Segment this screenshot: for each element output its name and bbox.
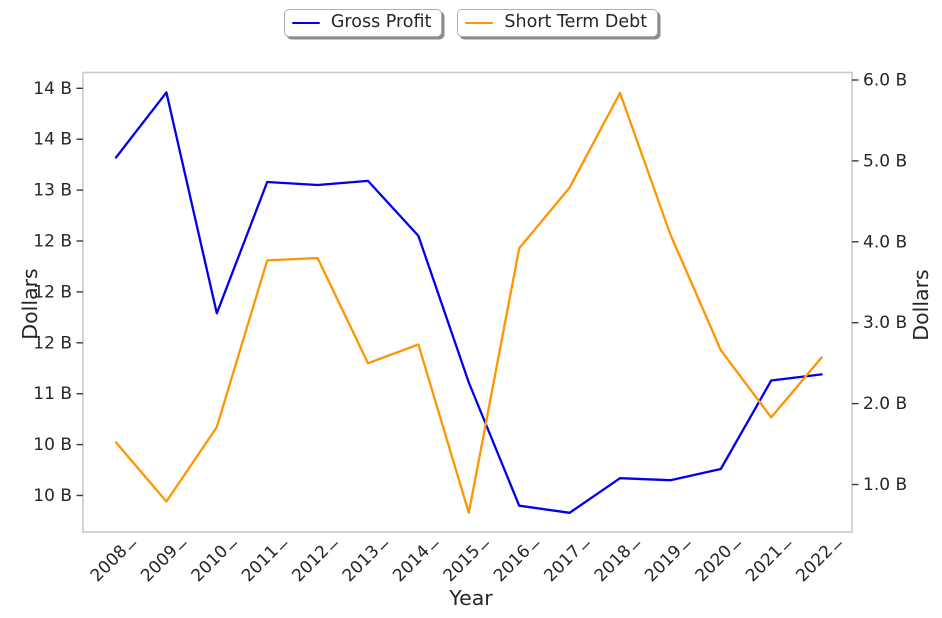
legend: Gross Profit Short Term Debt <box>0 9 942 37</box>
legend-label-gross-profit: Gross Profit <box>330 12 432 33</box>
x-tick-mark <box>430 542 439 550</box>
x-tick-mark <box>380 542 389 550</box>
x-tick-mark <box>582 542 591 550</box>
left-y-tick-label: 12 B <box>33 333 72 353</box>
x-tick-mark <box>834 542 843 550</box>
legend-label-short-term-debt: Short Term Debt <box>504 12 648 33</box>
x-tick-mark <box>531 542 540 550</box>
left-y-tick-label: 13 B <box>33 181 72 201</box>
x-tick-label: 2015 <box>440 541 485 586</box>
x-tick-mark <box>481 542 490 550</box>
x-tick-label: 2019 <box>641 541 686 586</box>
x-tick-label: 2018 <box>591 541 636 586</box>
gross-profit-line <box>114 91 823 514</box>
x-tick-label: 2013 <box>339 541 384 586</box>
x-tick-label: 2017 <box>540 541 585 586</box>
left-y-tick-label: 12 B <box>33 232 72 252</box>
x-tick-label: 2022 <box>792 541 837 586</box>
x-tick-label: 2021 <box>742 541 787 586</box>
plot-frame <box>82 71 853 533</box>
x-tick-label: 2012 <box>288 541 333 586</box>
x-tick-mark <box>330 542 339 550</box>
x-tick-mark <box>632 542 641 550</box>
x-tick-label: 2011 <box>238 541 283 586</box>
x-tick-label: 2020 <box>692 541 737 586</box>
left-y-tick-label: 11 B <box>33 384 72 404</box>
x-tick-mark <box>733 542 742 550</box>
x-tick-mark <box>128 542 137 550</box>
left-y-tick-label: 10 B <box>33 435 72 455</box>
x-tick-label: 2016 <box>490 541 535 586</box>
x-tick-mark <box>682 542 691 550</box>
x-tick-label: 2008 <box>87 541 132 586</box>
x-tick-label: 2009 <box>137 541 182 586</box>
left-y-tick-label: 12 B <box>33 282 72 302</box>
right-y-tick-label: 6.0 B <box>863 71 907 91</box>
left-y-tick-label: 14 B <box>33 79 72 99</box>
short-term-debt-line <box>114 91 823 514</box>
x-tick-mark <box>229 542 238 550</box>
right-y-tick-label: 3.0 B <box>863 313 907 333</box>
gross-profit-line-swatch <box>291 21 320 25</box>
x-tick-mark <box>178 542 187 550</box>
x-axis-title: Year <box>449 586 493 610</box>
right-y-tick-label: 1.0 B <box>863 475 907 495</box>
left-y-tick-label: 14 B <box>33 130 72 150</box>
short-term-debt-line-swatch <box>465 21 494 25</box>
x-tick-mark <box>783 542 792 550</box>
right-y-tick-label: 5.0 B <box>863 151 907 171</box>
legend-item-short-term-debt: Short Term Debt <box>457 9 659 37</box>
x-tick-label: 2010 <box>188 541 233 586</box>
legend-item-gross-profit: Gross Profit <box>283 9 443 37</box>
right-y-tick-label: 2.0 B <box>863 394 907 414</box>
x-tick-mark <box>279 542 288 550</box>
right-y-tick-label: 4.0 B <box>863 232 907 252</box>
left-y-tick-label: 10 B <box>33 486 72 506</box>
x-tick-label: 2014 <box>389 541 434 586</box>
